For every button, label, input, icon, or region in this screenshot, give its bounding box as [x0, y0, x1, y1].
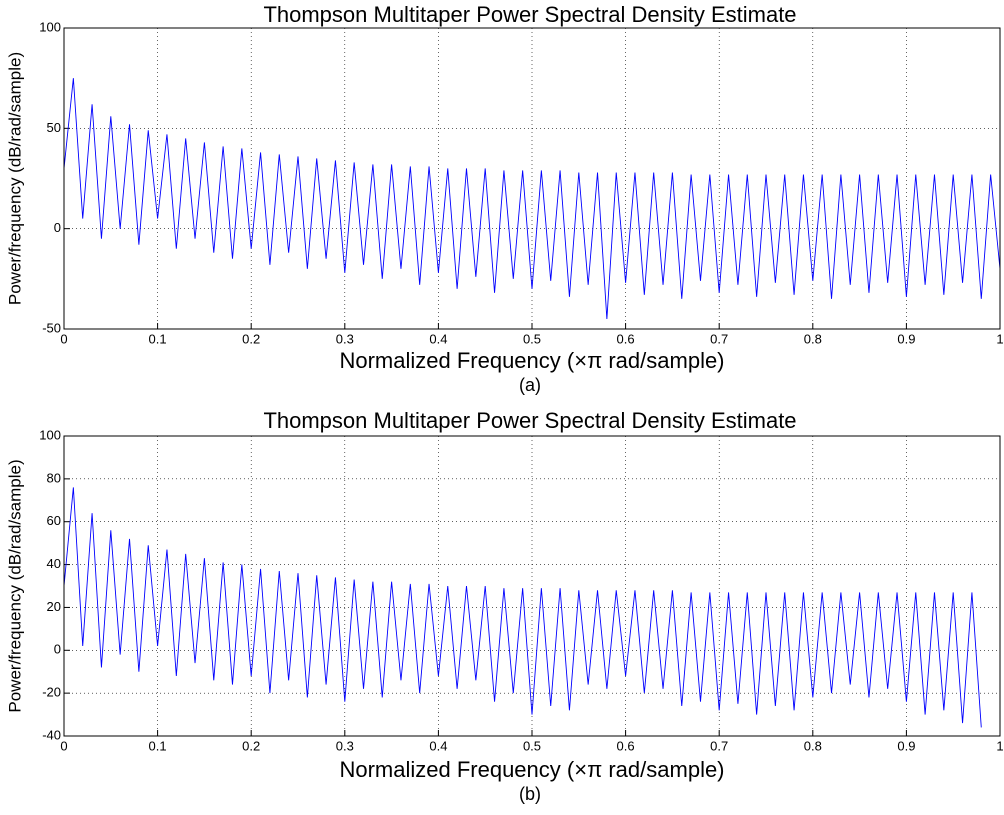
- x-tick-label: 0.3: [336, 331, 354, 346]
- x-axis-label: Normalized Frequency (×π rad/sample): [339, 757, 724, 782]
- y-tick-label: 50: [47, 120, 61, 135]
- chart-title: Thompson Multitaper Power Spectral Densi…: [263, 408, 796, 433]
- x-tick-label: 0.1: [149, 331, 167, 346]
- x-tick-label: 0.2: [242, 331, 260, 346]
- caption: (a): [519, 375, 541, 395]
- x-tick-label: 0: [60, 738, 67, 753]
- chart-title: Thompson Multitaper Power Spectral Densi…: [263, 2, 796, 27]
- x-tick-label: 0.7: [710, 738, 728, 753]
- y-tick-label: -50: [42, 320, 61, 335]
- y-tick-label: -40: [42, 727, 61, 742]
- y-tick-label: 0: [54, 220, 61, 235]
- x-tick-label: 0.4: [429, 738, 447, 753]
- y-axis-label: Power/frequency (dB/rad/sample): [5, 459, 24, 712]
- axes-frame: [63, 27, 1001, 330]
- x-tick-label: 0.4: [429, 331, 447, 346]
- spectrum-line: [63, 487, 982, 728]
- y-tick-label: 20: [47, 599, 61, 614]
- x-tick-label: 0.8: [804, 738, 822, 753]
- x-tick-label: 0.5: [523, 738, 541, 753]
- y-tick-label: 60: [47, 513, 61, 528]
- x-tick-label: 0.1: [149, 738, 167, 753]
- x-tick-label: 0.6: [617, 738, 635, 753]
- axes-frame: [63, 435, 1001, 737]
- x-tick-label: 0.5: [523, 331, 541, 346]
- x-tick-label: 0.9: [897, 738, 915, 753]
- y-tick-label: 100: [39, 19, 61, 34]
- x-tick-label: 0.3: [336, 738, 354, 753]
- y-tick-label: 100: [39, 427, 61, 442]
- x-tick-label: 0.9: [897, 331, 915, 346]
- caption: (b): [519, 784, 541, 804]
- x-tick-label: 0.6: [617, 331, 635, 346]
- y-tick-label: -20: [42, 685, 61, 700]
- x-tick-label: 0: [60, 331, 67, 346]
- spectrum-line: [63, 78, 1001, 319]
- x-tick-label: 0.7: [710, 331, 728, 346]
- x-axis-label: Normalized Frequency (×π rad/sample): [339, 348, 724, 373]
- y-tick-label: 0: [54, 642, 61, 657]
- x-tick-label: 1: [996, 738, 1003, 753]
- x-tick-label: 0.2: [242, 738, 260, 753]
- x-tick-label: 0.8: [804, 331, 822, 346]
- y-tick-label: 40: [47, 556, 61, 571]
- x-tick-label: 1: [996, 331, 1003, 346]
- y-axis-label: Power/frequency (dB/rad/sample): [5, 52, 24, 305]
- axes-background: [64, 436, 1000, 736]
- y-tick-label: 80: [47, 470, 61, 485]
